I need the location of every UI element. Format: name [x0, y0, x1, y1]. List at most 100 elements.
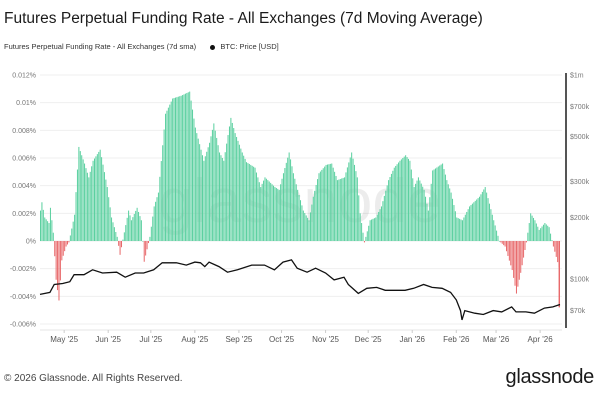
funding-bar	[437, 166, 439, 241]
funding-bar	[324, 166, 326, 241]
funding-bar	[149, 236, 151, 241]
funding-bar	[51, 220, 53, 241]
funding-bar	[332, 167, 334, 241]
funding-bar	[386, 185, 388, 241]
funding-bar	[257, 177, 259, 241]
funding-bar	[243, 155, 245, 241]
funding-bar	[515, 241, 517, 294]
funding-bar	[518, 241, 520, 280]
funding-bar	[399, 160, 401, 241]
funding-bar	[422, 186, 424, 241]
funding-bar	[467, 209, 469, 241]
funding-bar	[471, 203, 473, 241]
funding-bar	[109, 207, 111, 241]
funding-bar	[389, 177, 391, 241]
funding-bar	[233, 128, 235, 241]
funding-bar	[231, 122, 233, 241]
right-tick-label: $700k	[570, 104, 590, 111]
funding-bar	[416, 180, 418, 241]
funding-bar	[135, 210, 137, 241]
funding-bar	[443, 169, 445, 241]
funding-bar	[331, 163, 333, 241]
funding-bar	[241, 152, 243, 241]
funding-bar	[301, 205, 303, 241]
funding-bar	[506, 241, 508, 252]
funding-bar	[295, 184, 297, 241]
legend-item-btc-price[interactable]: BTC: Price [USD]	[220, 42, 279, 51]
funding-bar	[177, 96, 179, 241]
funding-bar	[510, 241, 512, 266]
funding-bar	[194, 127, 196, 241]
funding-bar	[335, 175, 337, 241]
funding-bar	[537, 226, 539, 241]
left-tick-label: -0.006%	[10, 322, 36, 329]
funding-bar	[139, 216, 141, 241]
funding-bar	[264, 177, 266, 241]
funding-bar	[96, 154, 98, 241]
funding-bar	[436, 167, 438, 241]
funding-bar	[76, 169, 78, 241]
funding-bar	[483, 189, 485, 241]
funding-bar	[318, 173, 320, 241]
funding-bar	[45, 219, 47, 241]
funding-bar	[156, 197, 158, 241]
funding-bar	[425, 196, 427, 241]
funding-rate-bars	[40, 91, 560, 308]
funding-bar	[426, 203, 428, 241]
funding-bar	[477, 198, 479, 241]
funding-bar	[72, 221, 74, 241]
funding-bar	[41, 202, 43, 241]
x-tick-label: Jan '26	[399, 335, 425, 344]
funding-bar	[240, 148, 242, 241]
funding-bar	[352, 158, 354, 241]
funding-bar	[396, 164, 398, 241]
left-axis-labels: 0.012% 0.01% 0.008% 0.006% 0.004% 0.002% 0% -0.…	[10, 73, 36, 329]
funding-bar	[200, 149, 202, 241]
funding-bar	[405, 155, 407, 241]
x-tick-label: Mar '26	[483, 335, 510, 344]
funding-bar	[534, 220, 536, 241]
funding-bar	[464, 214, 466, 241]
funding-bar	[273, 185, 275, 241]
funding-bar	[440, 164, 442, 241]
funding-bar	[142, 241, 144, 242]
funding-bar	[498, 241, 500, 242]
funding-bar	[246, 162, 248, 241]
x-tick-label: Oct '25	[269, 335, 295, 344]
funding-bar	[79, 151, 81, 241]
funding-bar	[466, 211, 468, 241]
funding-bar	[302, 210, 304, 241]
funding-bar	[155, 201, 157, 241]
funding-bar	[284, 168, 286, 241]
right-tick-label: $300k	[570, 179, 590, 186]
funding-bar	[341, 178, 343, 241]
funding-bar	[84, 163, 86, 241]
funding-bar	[68, 241, 70, 243]
funding-bar	[113, 227, 115, 241]
funding-bar	[268, 181, 270, 241]
funding-bar	[373, 218, 375, 241]
legend-item-funding-rate[interactable]: Futures Perpetual Funding Rate - All Exc…	[4, 42, 197, 51]
funding-bar	[234, 133, 236, 241]
funding-bar	[531, 215, 533, 241]
funding-bar	[52, 232, 54, 241]
funding-bar	[353, 164, 356, 241]
funding-bar	[430, 183, 432, 241]
funding-bar	[388, 180, 390, 241]
funding-bar	[236, 136, 238, 241]
funding-bar	[230, 117, 232, 241]
funding-bar	[192, 109, 194, 241]
funding-bar	[533, 217, 535, 241]
funding-bar	[290, 159, 292, 241]
funding-bar	[183, 94, 185, 241]
funding-bar	[410, 169, 412, 241]
funding-bar	[321, 169, 323, 241]
funding-bar	[263, 180, 265, 241]
funding-bar	[285, 162, 287, 241]
funding-bar	[469, 206, 471, 241]
funding-bar	[133, 214, 135, 241]
funding-bar	[157, 192, 159, 241]
funding-bar	[423, 189, 425, 241]
x-tick-label: Jul '25	[139, 335, 162, 344]
funding-bar	[308, 220, 310, 241]
